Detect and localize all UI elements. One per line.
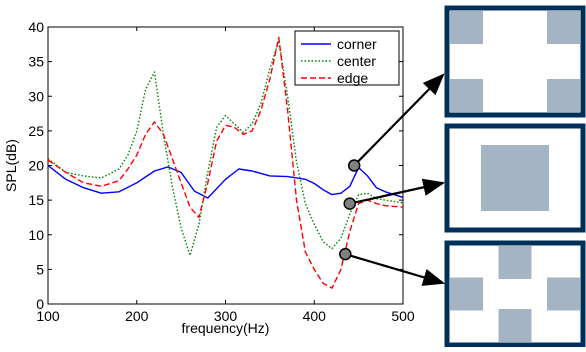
legend-label-corner: corner xyxy=(337,36,377,52)
x-tick-label: 300 xyxy=(214,308,238,324)
y-tick-label: 0 xyxy=(36,296,44,312)
annotation-marker-edge xyxy=(339,247,352,261)
y-tick-label: 10 xyxy=(28,227,44,243)
series-line-center xyxy=(48,40,403,257)
annotation-arrow-center xyxy=(349,178,446,205)
patch-square xyxy=(498,246,532,279)
x-tick-label: 100 xyxy=(36,308,60,324)
annotation-marker-center xyxy=(343,197,356,210)
patch-square xyxy=(450,79,483,112)
patch-square xyxy=(450,277,483,311)
series-line-edge xyxy=(48,36,403,289)
patch-square xyxy=(498,309,532,342)
x-tick-label: 400 xyxy=(303,308,327,324)
y-tick-label: 40 xyxy=(28,19,44,35)
y-tick-label: 35 xyxy=(28,54,44,70)
patch-square xyxy=(547,11,580,44)
x-tick-label: 200 xyxy=(125,308,149,324)
pattern-panel-center xyxy=(444,123,586,233)
legend-label-center: center xyxy=(337,53,376,69)
y-tick-label: 30 xyxy=(28,88,44,104)
y-tick-label: 15 xyxy=(28,192,44,208)
legend-label-edge: edge xyxy=(337,70,368,86)
plot-layer: 100 200 300 400 500 0 5 10 15 20 25 30 35 40 frequency… xyxy=(3,19,415,336)
annotation-arrow-corner xyxy=(353,73,445,167)
x-axis-label: frequency(Hz) xyxy=(182,320,270,336)
y-tick-label: 5 xyxy=(36,261,44,277)
patch-square xyxy=(547,277,580,311)
legend-box xyxy=(294,30,400,86)
y-tick-label: 20 xyxy=(28,158,44,174)
y-axis-label: SPL(dB) xyxy=(3,139,19,192)
annotation-arrow-edge xyxy=(345,253,446,286)
series-line-corner xyxy=(48,164,403,199)
x-tick-label: 500 xyxy=(391,308,415,324)
patch-square xyxy=(547,79,580,112)
y-tick-label: 25 xyxy=(28,123,44,139)
patch-square xyxy=(481,145,549,211)
inset-layer xyxy=(339,5,586,348)
patch-square xyxy=(450,11,483,44)
annotation-marker-corner xyxy=(347,159,361,172)
